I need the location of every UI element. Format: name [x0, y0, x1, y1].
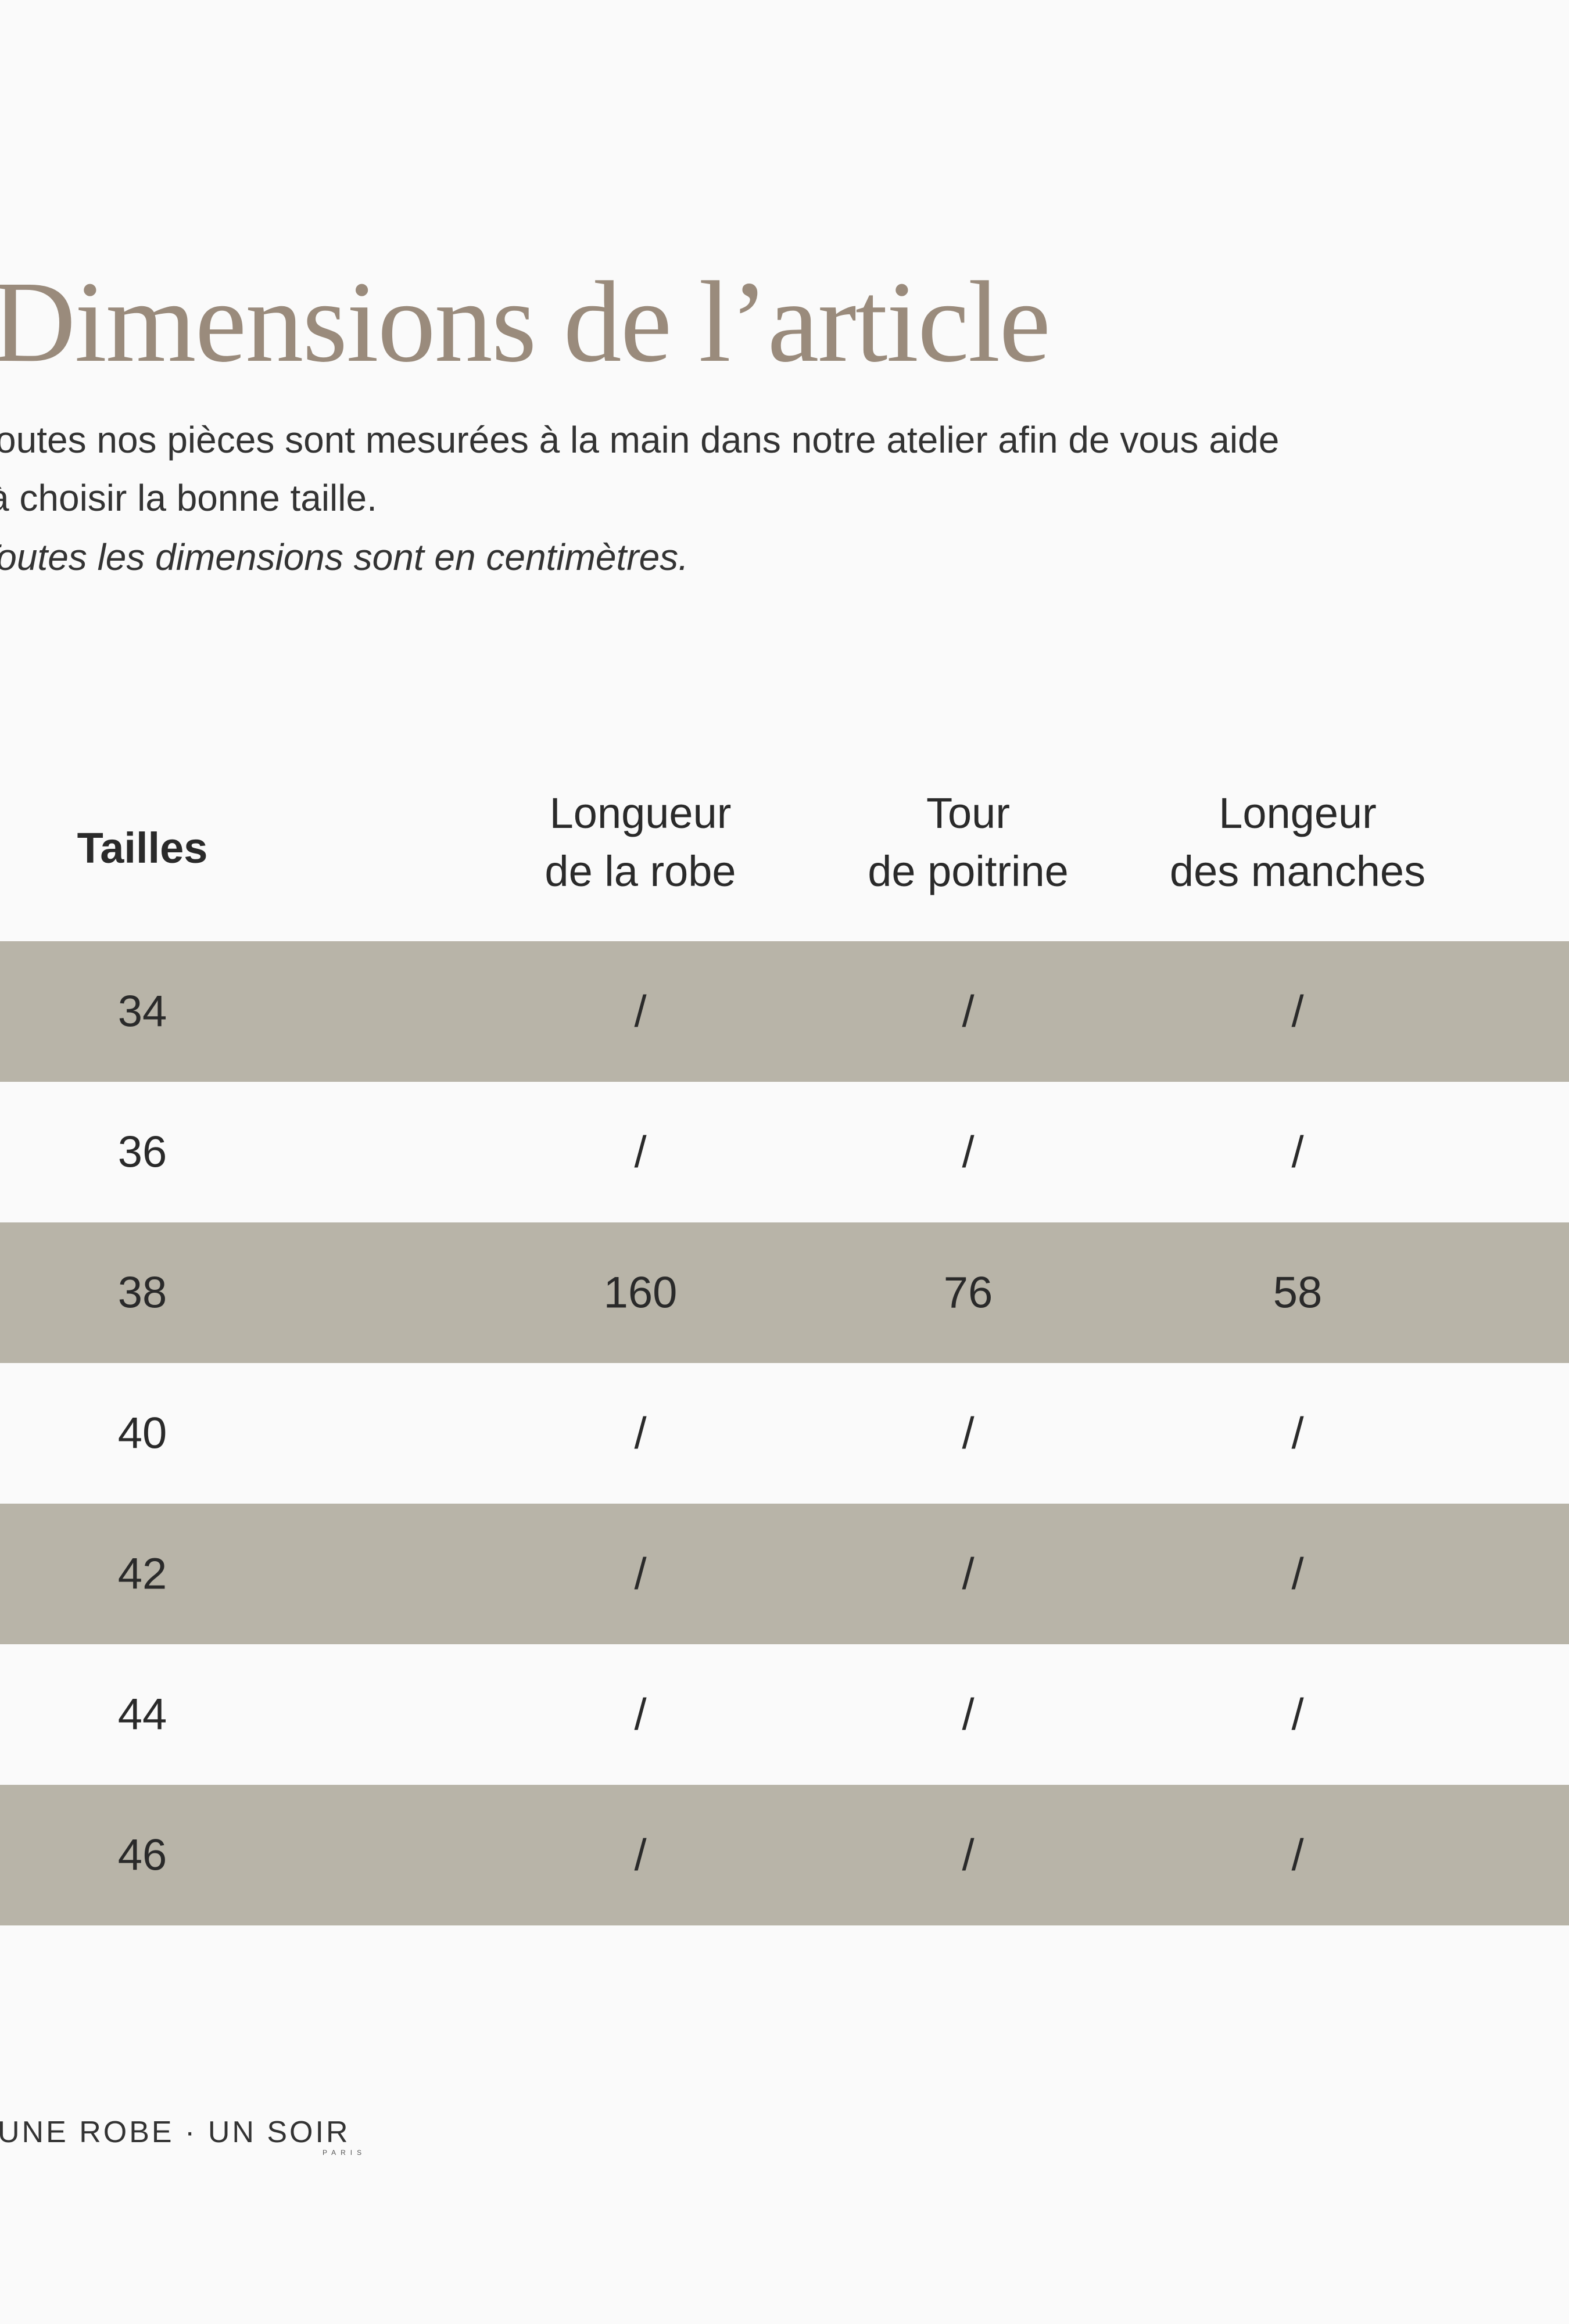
column-header: Longeur des manches	[1170, 784, 1425, 901]
intro-text: à choisir la bonne taille.	[0, 477, 377, 519]
table-cell: 76	[943, 1268, 993, 1318]
table-cell: /	[634, 987, 647, 1037]
table-cell: /	[1291, 1408, 1304, 1458]
column-header: Tailles	[77, 819, 208, 877]
table-cell: 44	[117, 1690, 167, 1740]
table-cell: /	[962, 1127, 975, 1177]
table-cell: 160	[603, 1268, 678, 1318]
table-cell: /	[962, 1549, 975, 1599]
table-cell: 34	[117, 987, 167, 1037]
column-header-line: des manches	[1169, 847, 1426, 895]
column-header: Tour de poitrine	[868, 784, 1069, 901]
table-row	[0, 1363, 1569, 1504]
table-cell: /	[962, 987, 975, 1037]
intro-text: outes nos pièces sont mesurées à la main…	[0, 419, 1280, 461]
table-cell: 38	[117, 1268, 167, 1318]
table-cell: 40	[117, 1408, 167, 1458]
table-cell: /	[634, 1549, 647, 1599]
table-cell: /	[634, 1690, 647, 1740]
column-header-line: de la robe	[545, 847, 736, 895]
table-row	[0, 941, 1569, 1082]
column-header-line: Tour	[926, 789, 1010, 837]
table-cell: /	[1291, 1690, 1304, 1740]
table-cell: /	[962, 1830, 975, 1880]
intro-text: Toutes les dimensions sont en centimètre…	[0, 536, 689, 578]
table-cell: /	[1291, 1549, 1304, 1599]
column-header: Longueur de la robe	[545, 784, 736, 901]
column-header-line: Longueur	[549, 789, 732, 837]
table-row	[0, 1504, 1569, 1644]
table-cell: /	[962, 1690, 975, 1740]
table-cell: 42	[117, 1549, 167, 1599]
table-row	[0, 1082, 1569, 1222]
column-header-line: Tailles	[77, 824, 208, 872]
column-header-line: Longeur	[1219, 789, 1377, 837]
table-cell: /	[1291, 1127, 1304, 1177]
table-cell: /	[962, 1408, 975, 1458]
table-cell: /	[1291, 1830, 1304, 1880]
table-row	[0, 1644, 1569, 1785]
table-cell: /	[634, 1127, 647, 1177]
brand-subtitle: PARIS	[323, 2149, 367, 2157]
table-cell: 46	[117, 1830, 167, 1880]
page-title: Dimensions de l’article	[0, 258, 1051, 386]
brand-logo: UNE ROBE · UN SOIR	[0, 2115, 350, 2149]
table-cell: /	[634, 1408, 647, 1458]
table-row	[0, 1785, 1569, 1925]
column-header-line: de poitrine	[868, 847, 1069, 895]
table-cell: /	[1291, 987, 1304, 1037]
table-cell: 36	[117, 1127, 167, 1177]
table-cell: /	[634, 1830, 647, 1880]
table-cell: 58	[1273, 1268, 1323, 1318]
table-row	[0, 1222, 1569, 1363]
